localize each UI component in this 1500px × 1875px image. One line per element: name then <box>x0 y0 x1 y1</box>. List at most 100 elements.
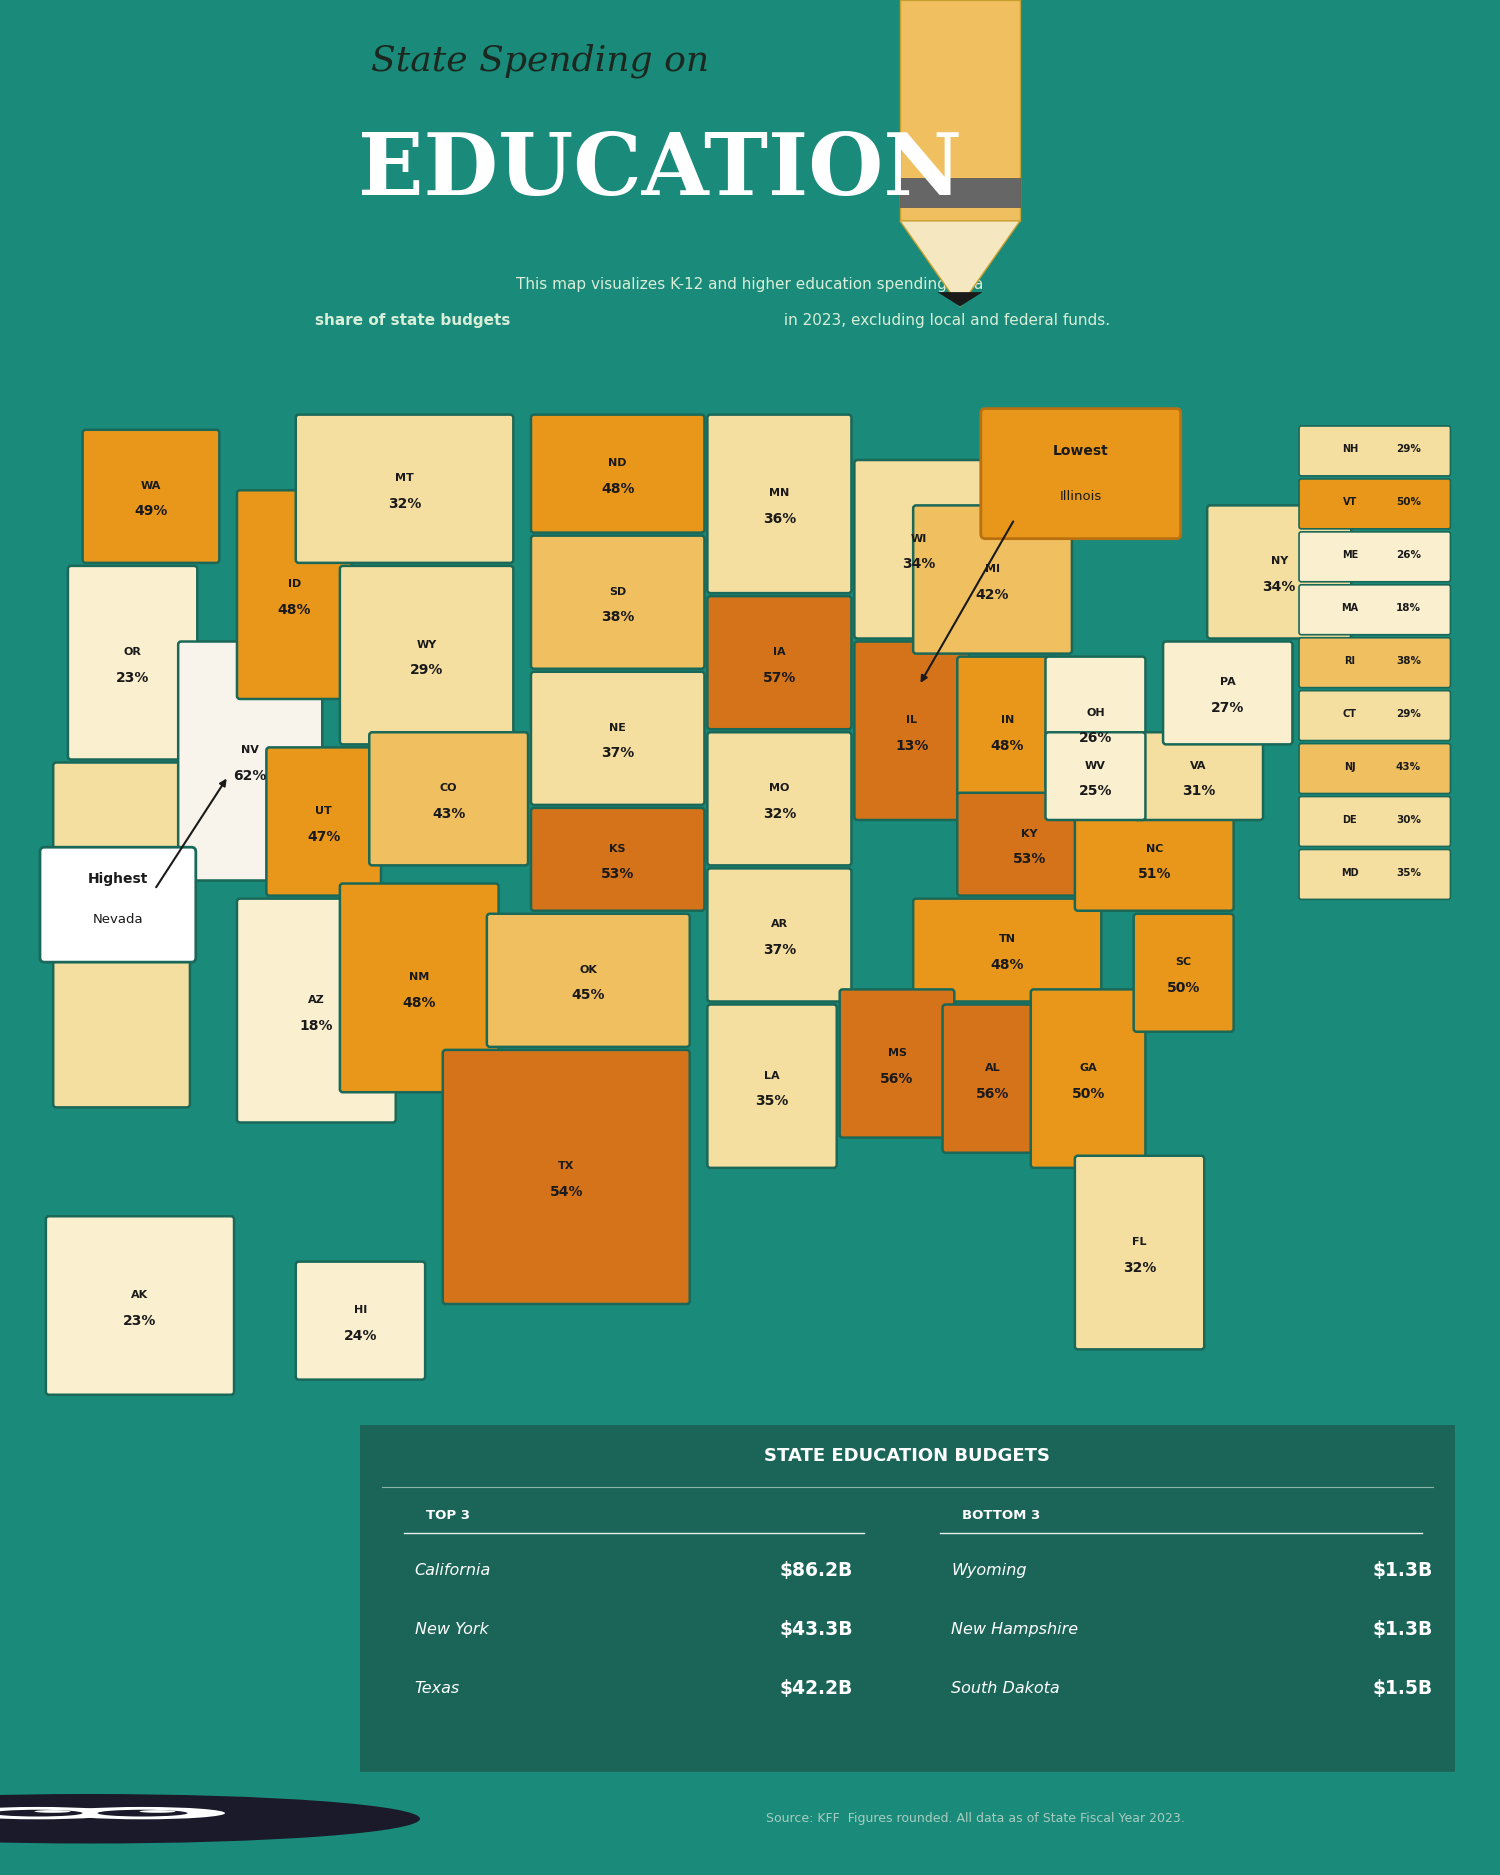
Text: CAPITALIST: CAPITALIST <box>240 1821 338 1836</box>
FancyBboxPatch shape <box>1299 532 1450 581</box>
Text: WV: WV <box>1084 761 1106 771</box>
Text: Wyoming: Wyoming <box>951 1564 1028 1579</box>
Text: Highest: Highest <box>87 872 148 887</box>
Text: VISUAL: VISUAL <box>240 1800 302 1815</box>
Text: Lowest: Lowest <box>1053 444 1108 458</box>
Text: 23%: 23% <box>116 671 150 684</box>
FancyBboxPatch shape <box>442 1050 690 1303</box>
Text: $1.5B: $1.5B <box>1372 1680 1432 1699</box>
Text: New York: New York <box>414 1622 489 1637</box>
FancyBboxPatch shape <box>981 409 1180 538</box>
Text: 53%: 53% <box>602 868 634 881</box>
FancyBboxPatch shape <box>531 671 705 804</box>
Text: VA: VA <box>1190 761 1206 771</box>
Text: STATE EDUCATION BUDGETS: STATE EDUCATION BUDGETS <box>765 1448 1050 1464</box>
Text: AZ: AZ <box>308 996 324 1005</box>
FancyBboxPatch shape <box>914 898 1101 1001</box>
FancyBboxPatch shape <box>40 848 196 962</box>
FancyBboxPatch shape <box>1299 585 1450 636</box>
Text: 26%: 26% <box>1078 731 1112 744</box>
FancyBboxPatch shape <box>296 414 513 562</box>
FancyBboxPatch shape <box>267 748 381 896</box>
Text: TX: TX <box>558 1161 574 1172</box>
Circle shape <box>98 1809 188 1817</box>
Text: 48%: 48% <box>278 602 310 617</box>
Circle shape <box>60 1808 225 1819</box>
Text: New Hampshire: New Hampshire <box>951 1622 1078 1637</box>
Text: 42%: 42% <box>976 587 1010 602</box>
FancyBboxPatch shape <box>1299 849 1450 900</box>
Text: 62%: 62% <box>234 769 267 784</box>
Polygon shape <box>900 178 1020 206</box>
FancyBboxPatch shape <box>1134 913 1233 1031</box>
Text: This map visualizes K-12 and higher education spending as a: This map visualizes K-12 and higher educ… <box>516 278 984 292</box>
Text: TOP 3: TOP 3 <box>426 1509 470 1522</box>
FancyBboxPatch shape <box>1299 478 1450 529</box>
Text: 35%: 35% <box>1396 868 1420 878</box>
Text: 37%: 37% <box>764 943 796 956</box>
Text: CT: CT <box>1342 709 1358 720</box>
Text: 53%: 53% <box>1013 853 1046 866</box>
Text: MI: MI <box>986 564 1000 574</box>
Text: 37%: 37% <box>602 746 634 761</box>
Text: IN: IN <box>1000 714 1014 726</box>
Text: 26%: 26% <box>1396 549 1420 561</box>
Text: $42.2B: $42.2B <box>780 1680 852 1699</box>
Text: $43.3B: $43.3B <box>778 1620 852 1639</box>
Circle shape <box>34 1809 70 1813</box>
Text: 56%: 56% <box>976 1088 1010 1101</box>
FancyBboxPatch shape <box>855 459 984 639</box>
Text: SD: SD <box>609 587 627 596</box>
Text: VT: VT <box>1342 497 1358 508</box>
Text: 29%: 29% <box>410 664 444 677</box>
Text: ID: ID <box>288 579 302 589</box>
FancyBboxPatch shape <box>957 656 1058 804</box>
Text: 56%: 56% <box>880 1072 914 1086</box>
FancyBboxPatch shape <box>708 733 852 866</box>
FancyBboxPatch shape <box>1162 641 1293 744</box>
Text: IL: IL <box>906 714 916 726</box>
Text: 45%: 45% <box>572 988 604 1003</box>
Text: PA: PA <box>1220 677 1236 688</box>
FancyBboxPatch shape <box>1046 656 1146 789</box>
Text: 32%: 32% <box>762 806 796 821</box>
Text: 34%: 34% <box>1263 579 1296 594</box>
Text: AK: AK <box>132 1290 148 1299</box>
Text: in 2023, excluding local and federal funds.: in 2023, excluding local and federal fun… <box>780 313 1110 328</box>
FancyBboxPatch shape <box>708 1005 837 1168</box>
Text: OR: OR <box>123 647 141 656</box>
Text: 32%: 32% <box>105 943 138 956</box>
Text: CO: CO <box>440 784 458 793</box>
Text: 38%: 38% <box>1396 656 1420 666</box>
Text: 27%: 27% <box>1210 701 1245 714</box>
Text: 50%: 50% <box>1167 981 1200 996</box>
FancyBboxPatch shape <box>708 414 852 592</box>
Circle shape <box>0 1794 420 1843</box>
Text: MS: MS <box>888 1048 906 1057</box>
FancyBboxPatch shape <box>340 566 513 744</box>
FancyBboxPatch shape <box>1030 990 1146 1168</box>
Text: 54%: 54% <box>549 1185 584 1200</box>
Text: WA: WA <box>141 480 160 491</box>
FancyBboxPatch shape <box>237 898 396 1123</box>
Text: 48%: 48% <box>990 958 1024 971</box>
FancyBboxPatch shape <box>68 566 198 759</box>
Text: 25%: 25% <box>1078 784 1112 799</box>
Text: Texas: Texas <box>414 1682 460 1697</box>
Text: NC: NC <box>1146 844 1162 853</box>
Text: Nevada: Nevada <box>93 913 142 926</box>
Text: 57%: 57% <box>762 671 796 684</box>
FancyBboxPatch shape <box>1076 1155 1204 1350</box>
Text: Illinois: Illinois <box>1059 489 1102 502</box>
Text: 48%: 48% <box>602 482 634 495</box>
Text: OK: OK <box>579 966 597 975</box>
FancyBboxPatch shape <box>1208 506 1352 639</box>
Text: MD: MD <box>1341 868 1359 878</box>
Text: 18%: 18% <box>1396 604 1420 613</box>
Text: 35%: 35% <box>756 1095 789 1108</box>
Text: State Spending on: State Spending on <box>370 43 710 77</box>
Text: AR: AR <box>771 919 788 930</box>
Text: UT: UT <box>315 806 332 816</box>
Text: OH: OH <box>1086 707 1106 718</box>
Text: TN: TN <box>999 934 1016 945</box>
